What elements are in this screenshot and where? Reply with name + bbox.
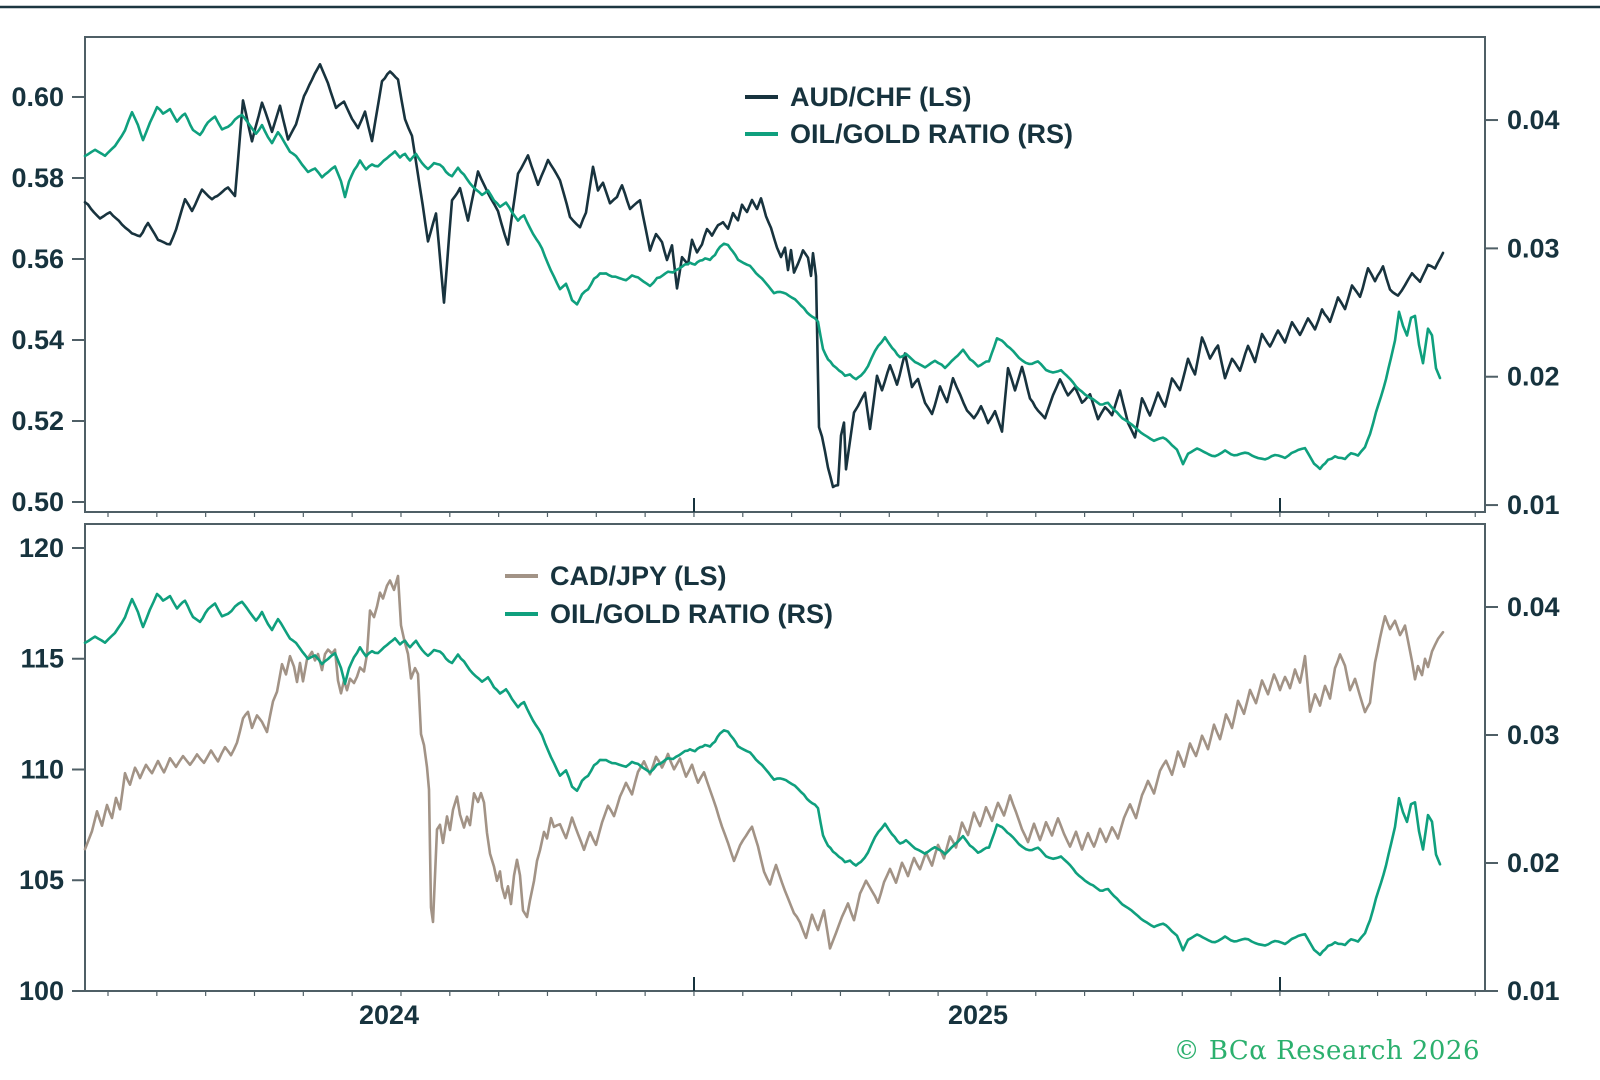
left-axis-tick-label: 105 bbox=[19, 865, 64, 895]
x-axis-year-label: 2024 bbox=[359, 1000, 419, 1030]
cad-jpy-vs-oil-gold-plot-area bbox=[84, 523, 1486, 992]
right-axis-tick-label: 0.04 bbox=[1507, 105, 1560, 135]
left-axis-tick-label: 115 bbox=[20, 644, 64, 674]
right-axis-tick-label: 0.01 bbox=[1507, 976, 1560, 1006]
left-axis-tick-label: 0.58 bbox=[11, 163, 64, 193]
right-axis-tick-label: 0.03 bbox=[1507, 720, 1560, 750]
x-axis-year-label: 2025 bbox=[948, 1000, 1008, 1030]
legend-label: OIL/GOLD RATIO (RS) bbox=[550, 599, 833, 629]
cad-jpy-series-line bbox=[83, 574, 1445, 950]
left-axis-tick-label: 0.52 bbox=[11, 406, 64, 436]
right-axis-tick-label: 0.02 bbox=[1507, 362, 1560, 392]
left-axis-tick-label: 0.56 bbox=[11, 244, 64, 274]
legend-label: AUD/CHF (LS) bbox=[790, 82, 971, 112]
right-axis-tick-label: 0.03 bbox=[1507, 233, 1560, 263]
right-axis-tick-label: 0.04 bbox=[1507, 592, 1560, 622]
oil-gold-series-line bbox=[83, 592, 1442, 957]
right-axis-tick-label: 0.01 bbox=[1507, 490, 1560, 520]
left-axis-tick-label: 120 bbox=[19, 533, 64, 563]
left-axis-tick-label: 110 bbox=[20, 754, 64, 784]
legend-label: CAD/JPY (LS) bbox=[550, 561, 727, 591]
bca-research-logo: © BCα Research 2026 bbox=[1173, 1036, 1480, 1066]
aud-chf-vs-oil-gold-plot-area bbox=[84, 36, 1486, 513]
left-axis-tick-label: 0.54 bbox=[11, 325, 64, 355]
legend-label: OIL/GOLD RATIO (RS) bbox=[790, 119, 1073, 149]
left-axis-tick-label: 100 bbox=[19, 976, 64, 1006]
right-axis-tick-label: 0.02 bbox=[1507, 848, 1560, 878]
aud-chf-series-line bbox=[83, 63, 1445, 489]
oil-gold-series-line bbox=[83, 105, 1442, 471]
left-axis-tick-label: 0.60 bbox=[11, 82, 64, 112]
left-axis-tick-label: 0.50 bbox=[11, 487, 64, 517]
